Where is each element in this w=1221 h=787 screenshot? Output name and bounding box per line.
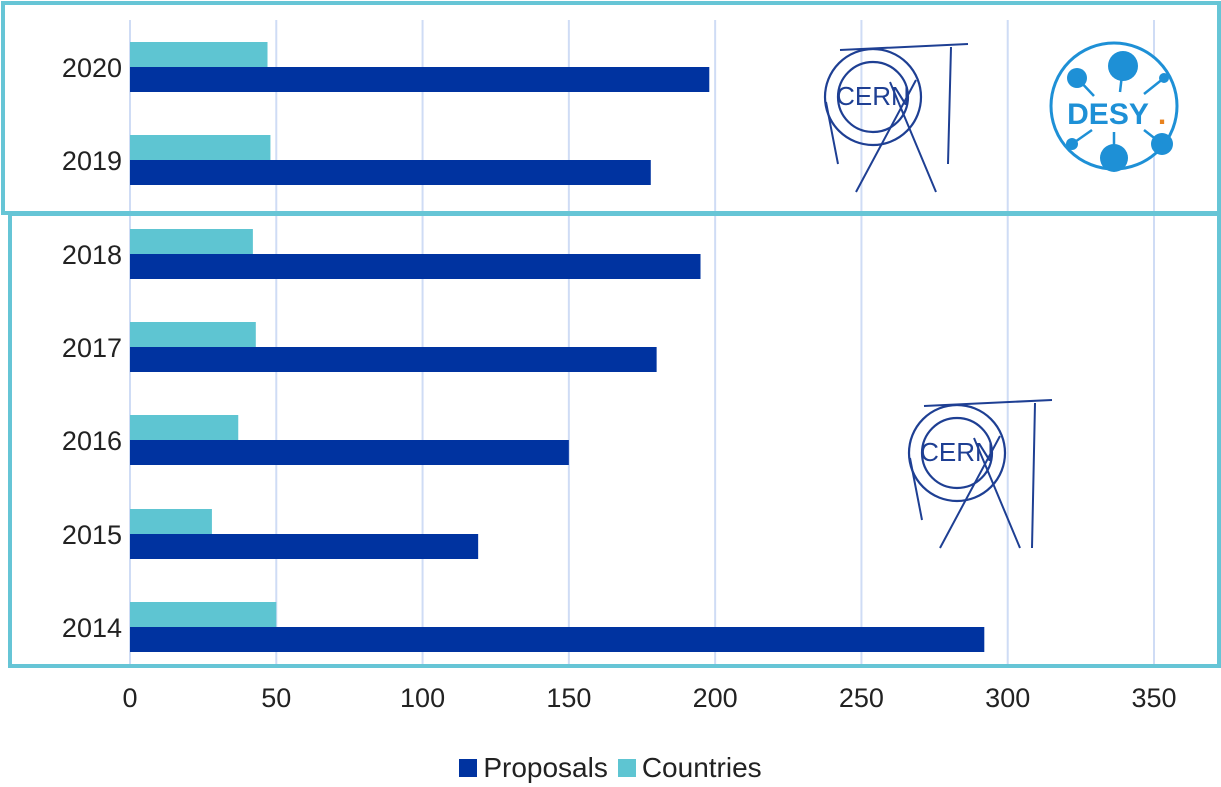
x-tick-label: 50 [261, 683, 291, 713]
legend-item-countries: Countries [617, 752, 762, 784]
bar-proposals-2014 [130, 627, 985, 652]
cern-logo-text: CERN [836, 81, 910, 111]
x-axis-labels: 0 50 100 150 200 250 300 350 [122, 683, 1176, 713]
legend-swatch-countries [617, 759, 636, 777]
bar-countries-2020 [130, 42, 268, 67]
y-tick-label: 2019 [62, 146, 122, 176]
legend-item-proposals: Proposals [459, 752, 608, 784]
y-tick-label: 2015 [62, 520, 122, 550]
period-boxes [1, 1, 1221, 668]
y-axis-labels: 2020 2019 2018 2017 2016 2015 2014 [62, 53, 122, 643]
cern-logo-text: CERN [920, 437, 994, 467]
x-tick-label: 350 [1131, 683, 1176, 713]
grid-lines [129, 20, 1155, 665]
x-tick-label: 300 [985, 683, 1030, 713]
x-tick-label: 0 [122, 683, 137, 713]
bar-proposals-2020 [130, 67, 710, 92]
bar-proposals-2015 [130, 534, 479, 559]
bar-countries-2018 [130, 229, 253, 254]
y-tick-label: 2014 [62, 613, 122, 643]
bar-countries-2017 [130, 322, 256, 347]
x-tick-label: 250 [839, 683, 884, 713]
bar-proposals-2019 [130, 160, 651, 185]
desy-logo: DESY . [1049, 41, 1179, 172]
bar-countries-2019 [130, 135, 271, 160]
bars [130, 42, 985, 652]
cern-logo-top: CERN [823, 43, 969, 193]
legend-label-proposals: Proposals [483, 752, 608, 783]
bar-countries-2014 [130, 602, 277, 627]
x-tick-label: 150 [546, 683, 591, 713]
bar-countries-2015 [130, 509, 212, 534]
x-tick-label: 200 [693, 683, 738, 713]
y-tick-label: 2016 [62, 426, 122, 456]
y-tick-label: 2018 [62, 240, 122, 270]
y-tick-label: 2020 [62, 53, 122, 83]
period-box-2 [8, 212, 1221, 668]
legend: Proposals Countries [0, 752, 1221, 784]
legend-swatch-proposals [459, 759, 478, 777]
desy-logo-text: DESY [1067, 98, 1149, 131]
legend-label-countries: Countries [641, 752, 762, 783]
y-tick-label: 2017 [62, 333, 122, 363]
cern-logo-bottom: CERN [907, 399, 1053, 549]
bar-countries-2016 [130, 415, 239, 440]
bar-proposals-2017 [130, 347, 657, 372]
x-tick-label: 100 [400, 683, 445, 713]
desy-logo-dot: . [1158, 98, 1166, 131]
bar-proposals-2016 [130, 440, 569, 465]
bar-proposals-2018 [130, 254, 701, 279]
